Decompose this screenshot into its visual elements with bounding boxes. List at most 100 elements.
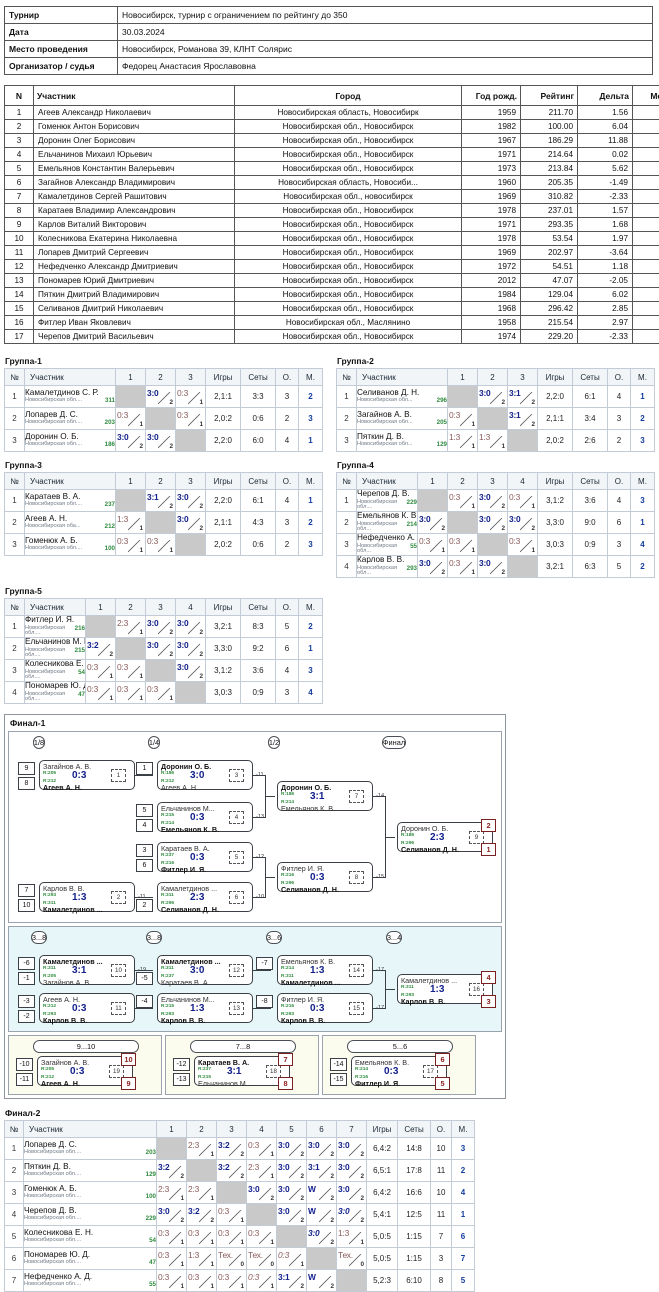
bracket-rating-bot: R:212 — [161, 779, 174, 784]
cell-sets: 2 — [210, 1217, 214, 1224]
player-cell-5: 1.57 — [578, 204, 633, 218]
participant-rating: 214 — [407, 522, 417, 533]
bracket-connector — [253, 775, 265, 776]
player-cell-2: Новосибирская обл., Новосибирск — [235, 120, 462, 134]
cell-sets: 2 — [330, 1173, 334, 1180]
cell-sets: 1 — [210, 1261, 214, 1268]
cell-score: 3:1 — [278, 1272, 290, 1282]
cell-sets: 2 — [199, 525, 203, 532]
bracket-player-bot: Агеев А. Н. — [43, 783, 132, 792]
participant-rating: 296 — [437, 398, 447, 404]
group-header-cell: Игры — [206, 369, 241, 386]
cell-score: 0:3 — [449, 410, 460, 420]
bracket-place-badge: 2 — [481, 819, 496, 832]
participant-city: Новосибирская обл... — [357, 420, 413, 426]
participant-name: Каратаев В. А. — [25, 493, 115, 501]
player-cell-6: 12 — [633, 288, 659, 302]
players-header-3: Год рожд. — [462, 86, 521, 106]
bracket-rating-top: R:214 — [355, 1067, 368, 1072]
cell-sets: 1 — [180, 1283, 184, 1290]
diagonal-cell — [86, 616, 116, 638]
participant-cell: Гоменюк А. Б.Новосибирская обл....100 — [25, 534, 116, 556]
group-header-cell: 2 — [448, 473, 478, 490]
cell-sets: 1 — [270, 1239, 274, 1246]
group-header-cell: № — [5, 369, 25, 386]
cell-sets: 1 — [180, 1239, 184, 1246]
participant-name: Пяткин Д. В. — [357, 433, 447, 441]
bracket-seed: 1 — [136, 762, 153, 775]
cell-score: 3:0 — [479, 558, 491, 568]
cell-score: W — [308, 1184, 316, 1194]
row-index: 3 — [337, 430, 357, 452]
player-cell-3: 1984 — [462, 288, 521, 302]
cell-score: 3:0 — [147, 640, 159, 650]
games-cell: 5,4:1 — [367, 1204, 398, 1226]
sets-cell: 1:15 — [398, 1226, 431, 1248]
player-cell-3: 1972 — [462, 260, 521, 274]
group-header-cell: Участник — [25, 369, 116, 386]
participant-cell: Ельчанинов М. Ю.Новосибирская обл....215 — [25, 638, 86, 660]
row-index: 3 — [5, 534, 25, 556]
player-cell-4: 310.82 — [521, 190, 578, 204]
participant-city: Новосибирская обл.... — [25, 546, 82, 552]
sets-cell: 0:9 — [573, 534, 608, 556]
group-header-cell: Игры — [538, 473, 573, 490]
participant-city: Новосибирская оба... — [25, 524, 81, 530]
cell-score: 3:0 — [248, 1184, 260, 1194]
bracket-score: 0:3 — [72, 770, 86, 781]
participant-cell: Загайнов А. В.Новосибирская обл...205 — [357, 408, 448, 430]
cell-score: 0:3 — [87, 684, 98, 694]
cell-score: 3:0 — [177, 492, 189, 502]
participant-name: Ельчанинов М. Ю. — [25, 638, 85, 646]
bracket-seed: -15 — [330, 1073, 347, 1086]
info-value: Федорец Анастасия Ярославовна — [118, 58, 653, 75]
player-cell-0: 14 — [5, 288, 34, 302]
participant-cell: Селиванов Д. Н.Новосибирская обл...296 — [357, 386, 448, 408]
group-header-cell: 3 — [478, 473, 508, 490]
place-cell: 4 — [631, 534, 655, 556]
participant-cell: Пономарев Ю. Д.Новосибирская обл....47 — [24, 1248, 157, 1270]
cell-sets: 2 — [501, 503, 505, 510]
player-cell-5: 6.02 — [578, 288, 633, 302]
cell-sets: 1 — [240, 1239, 244, 1246]
bracket-player-bot: Каратаев В. А. — [161, 978, 250, 987]
bracket-player-bot: Емельянов К. В. — [281, 804, 370, 813]
participant-name: Селиванов Д. Н. — [357, 389, 447, 397]
cell-sets: 2 — [199, 503, 203, 510]
info-value: Новосибирск, Романова 39, КЛНТ Солярис — [118, 41, 653, 58]
sets-cell: 2:6 — [573, 430, 608, 452]
bracket-round-label: 3...8 — [31, 931, 47, 944]
cell-sets: 2 — [441, 525, 445, 532]
group-header-cell: М. — [631, 473, 655, 490]
placement-round-label: 9...10 — [33, 1040, 139, 1053]
participant-cell: Лопарев Д. С.Новосибирская обл....203 — [24, 1138, 157, 1160]
row-index: 3 — [5, 430, 25, 452]
cell-sets: 0 — [240, 1261, 244, 1268]
bracket-player-bot: Агеев А. Н. — [41, 1079, 130, 1088]
player-cell-1: Доронин Олег Борисович — [34, 134, 235, 148]
group-header-cell: Игры — [538, 369, 573, 386]
participant-rating: 203 — [105, 420, 115, 426]
bracket-connector — [135, 970, 153, 971]
cell-score: 0:3 — [509, 536, 520, 546]
bracket-rating-bot: R:311 — [281, 974, 294, 979]
points-cell: 10 — [431, 1182, 452, 1204]
group-header-cell: Участник — [357, 369, 448, 386]
row-index: 6 — [5, 1248, 24, 1270]
bracket-player-bot: Карлов В. В. — [43, 1016, 132, 1025]
place-cell: 2 — [299, 512, 323, 534]
sets-cell: 9:0 — [573, 512, 608, 534]
